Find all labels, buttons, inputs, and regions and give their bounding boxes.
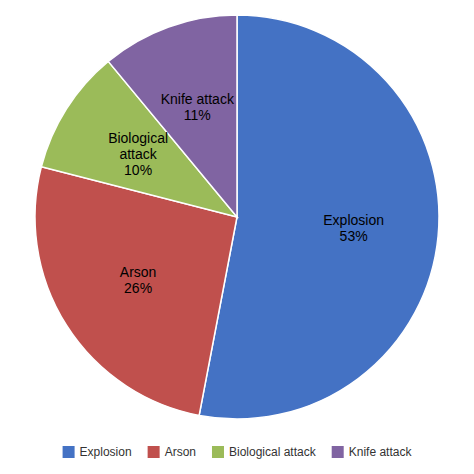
legend-label: Knife attack — [349, 445, 413, 459]
data-label: Explosion53% — [323, 212, 384, 244]
data-label: Biologicalattack10% — [108, 130, 168, 178]
data-label-line: attack — [119, 146, 157, 162]
data-labels: Explosion53% Arson26% Biologicalattack10% K… — [108, 91, 384, 296]
data-label-line: 10% — [124, 162, 152, 178]
data-label: Knife attack11% — [161, 91, 235, 123]
chart-svg: Explosion53%Arson26%Biologicalattack10%K… — [0, 0, 474, 474]
legend-swatch — [63, 446, 75, 458]
legend-item: Arson — [148, 445, 196, 459]
legend-swatch — [212, 446, 224, 458]
legend: Explosion Arson Biological attack Knife att… — [63, 445, 413, 459]
legend-item: Knife attack — [332, 445, 413, 459]
legend-swatch — [332, 446, 344, 458]
data-label-line: 26% — [124, 280, 152, 296]
data-label-line: Knife attack — [161, 91, 235, 107]
data-label-line: Arson — [120, 264, 157, 280]
data-label-line: Explosion — [323, 212, 384, 228]
legend-item: Explosion — [63, 445, 132, 459]
data-label-line: Biological — [108, 130, 168, 146]
pie — [35, 15, 439, 419]
legend-label: Explosion — [80, 445, 132, 459]
legend-label: Biological attack — [229, 445, 317, 459]
pie-slice — [108, 15, 237, 217]
legend-label: Arson — [165, 445, 196, 459]
legend-swatch — [148, 446, 160, 458]
data-label: Arson26% — [120, 264, 157, 296]
legend-item: Biological attack — [212, 445, 317, 459]
data-label-line: 53% — [340, 228, 368, 244]
data-label-line: 11% — [184, 107, 211, 123]
